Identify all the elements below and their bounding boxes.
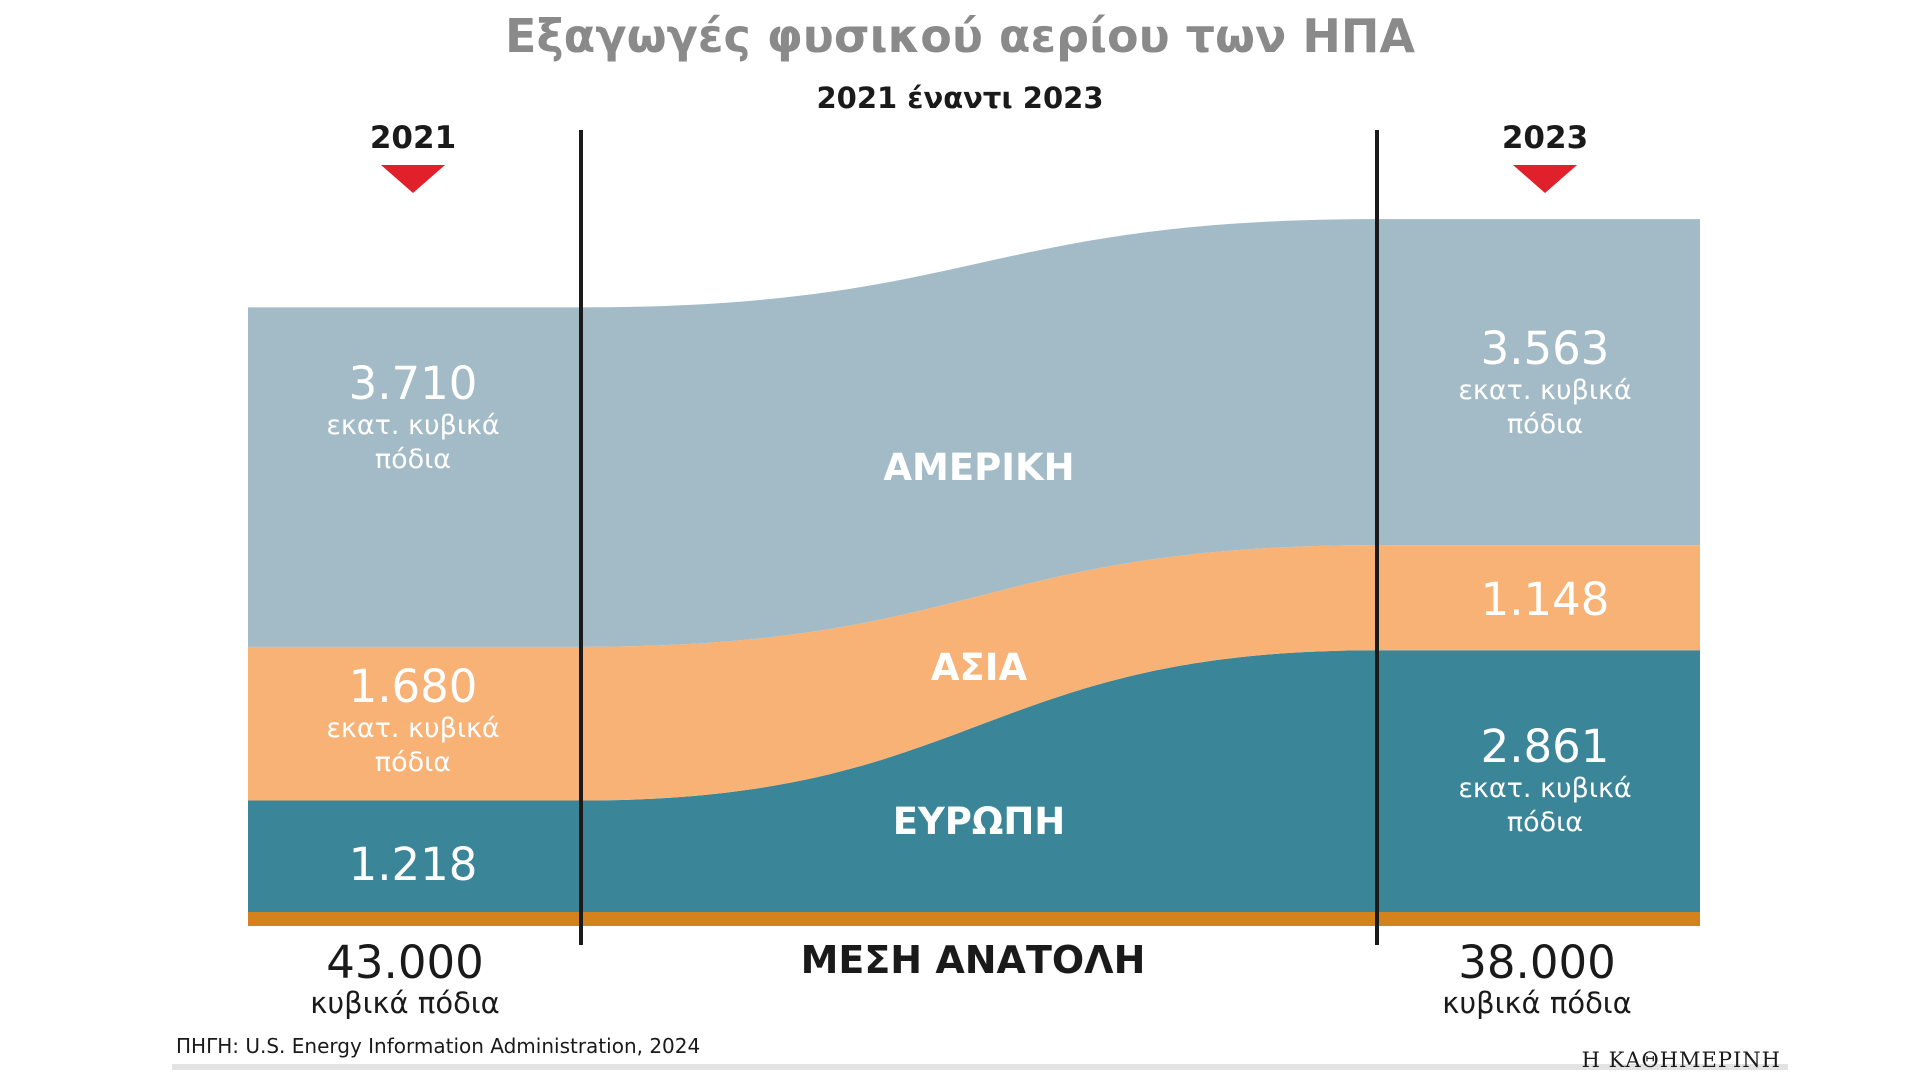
unit-americas-2021-line1: εκατ. κυβικά [326,410,499,441]
year-marker-2023 [1513,165,1577,193]
unit-americas-2023-line2: πόδια [1507,409,1583,440]
area-middle_east [248,912,1700,926]
unit-europe-2023-line2: πόδια [1507,807,1583,838]
unit-americas-2021-line2: πόδια [375,444,451,475]
value-asia-2023: 1.148 [1481,573,1610,626]
value-europe-2023: 2.861 [1481,720,1610,773]
year-label-2023: 2023 [1502,120,1588,156]
unit-asia-2021-line1: εκατ. κυβικά [326,713,499,744]
region-label-middle-east: ΜΕΣΗ ΑΝΑΤΟΛΗ [801,938,1146,982]
source-note: ΠΗΓΗ: U.S. Energy Information Administra… [176,1034,700,1058]
unit-middle-east-2021: κυβικά πόδια [310,986,500,1020]
chart-subtitle: 2021 έναντι 2023 [817,81,1104,115]
unit-middle-east-2023: κυβικά πόδια [1442,986,1632,1020]
unit-europe-2023-line1: εκατ. κυβικά [1458,773,1631,804]
brand-logo: Η ΚΑΘΗΜΕΡΙΝΗ [1582,1048,1781,1072]
value-americas-2021: 3.710 [349,357,478,410]
area-europe [248,650,1700,912]
region-label-europe: ΕΥΡΩΠΗ [893,800,1066,843]
flow-areas [248,219,1700,926]
region-label-americas: ΑΜΕΡΙΚΗ [883,446,1074,489]
footer-rule [172,1064,1788,1070]
value-americas-2023: 3.563 [1481,322,1610,375]
area-asia [248,545,1700,801]
year-marker-2021 [381,165,445,193]
value-middle-east-2023: 38.000 [1458,936,1615,989]
area-americas [248,219,1700,647]
region-label-asia: ΑΣΙΑ [931,646,1028,689]
year-label-2021: 2021 [370,120,456,156]
chart-title: Εξαγωγές φυσικού αερίου των ΗΠΑ [505,9,1415,63]
value-middle-east-2021: 43.000 [326,936,483,989]
value-europe-2021: 1.218 [349,838,478,891]
unit-americas-2023-line1: εκατ. κυβικά [1458,375,1631,406]
unit-asia-2021-line2: πόδια [375,747,451,778]
value-asia-2021: 1.680 [349,660,478,713]
